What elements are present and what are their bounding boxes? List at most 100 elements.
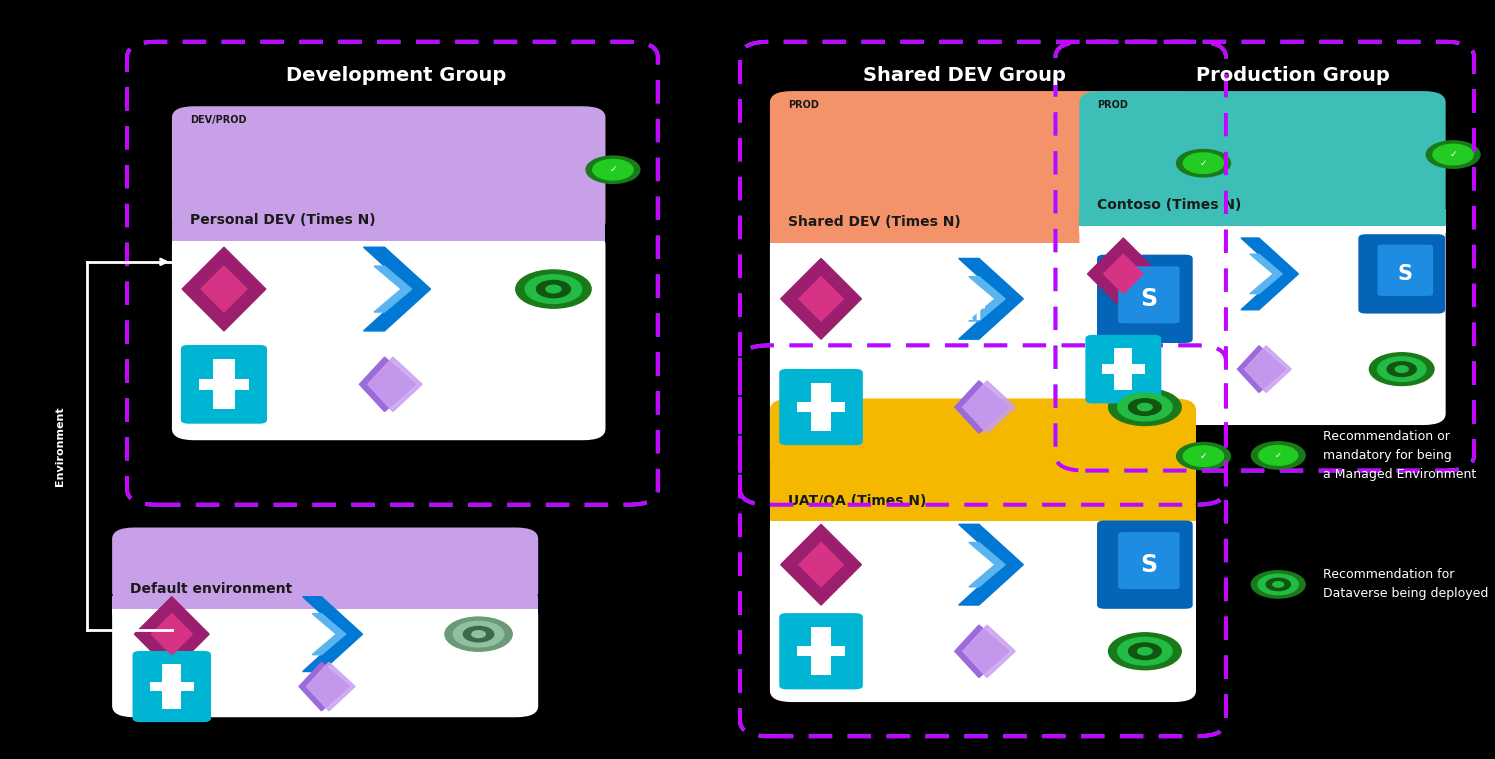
Bar bbox=[1079, 216, 1446, 233]
Polygon shape bbox=[780, 524, 861, 605]
Text: Production Group: Production Group bbox=[1196, 66, 1390, 86]
FancyBboxPatch shape bbox=[1097, 521, 1193, 609]
Bar bbox=[810, 627, 831, 676]
Polygon shape bbox=[312, 613, 345, 655]
Polygon shape bbox=[1244, 346, 1292, 392]
Circle shape bbox=[1129, 643, 1162, 660]
Circle shape bbox=[1184, 153, 1223, 174]
Polygon shape bbox=[1250, 254, 1283, 294]
Polygon shape bbox=[958, 524, 1023, 605]
Circle shape bbox=[1129, 398, 1162, 415]
Circle shape bbox=[1138, 647, 1153, 655]
Circle shape bbox=[1369, 353, 1434, 386]
Polygon shape bbox=[1103, 254, 1144, 294]
Circle shape bbox=[1108, 389, 1181, 426]
Polygon shape bbox=[135, 597, 209, 672]
Polygon shape bbox=[306, 662, 356, 711]
Text: DEV/PROD: DEV/PROD bbox=[190, 115, 247, 125]
Polygon shape bbox=[958, 259, 1023, 339]
Circle shape bbox=[1395, 366, 1408, 373]
Polygon shape bbox=[955, 381, 1009, 433]
FancyBboxPatch shape bbox=[779, 369, 863, 446]
Text: PROD: PROD bbox=[788, 100, 819, 110]
FancyBboxPatch shape bbox=[770, 514, 1196, 702]
Text: ✓: ✓ bbox=[608, 165, 617, 175]
Circle shape bbox=[1177, 150, 1230, 177]
Text: Shared DEV (Times N): Shared DEV (Times N) bbox=[788, 216, 961, 229]
FancyBboxPatch shape bbox=[112, 603, 538, 717]
Bar bbox=[1114, 348, 1133, 390]
FancyBboxPatch shape bbox=[1377, 244, 1434, 296]
Circle shape bbox=[1257, 574, 1298, 595]
Polygon shape bbox=[182, 247, 266, 331]
Polygon shape bbox=[368, 357, 422, 411]
FancyBboxPatch shape bbox=[172, 106, 605, 233]
Bar bbox=[199, 379, 248, 389]
Circle shape bbox=[1266, 578, 1290, 591]
Text: ✓: ✓ bbox=[1199, 452, 1208, 461]
Polygon shape bbox=[363, 247, 431, 331]
FancyBboxPatch shape bbox=[1359, 235, 1446, 313]
Bar bbox=[797, 402, 845, 412]
Bar bbox=[172, 224, 605, 241]
Polygon shape bbox=[963, 625, 1015, 678]
Bar bbox=[770, 512, 1196, 529]
Text: Personal DEV (Times N): Personal DEV (Times N) bbox=[190, 213, 375, 227]
Bar bbox=[172, 231, 605, 248]
Bar bbox=[112, 601, 538, 615]
FancyBboxPatch shape bbox=[172, 233, 605, 440]
FancyBboxPatch shape bbox=[1097, 255, 1193, 343]
Text: Environment: Environment bbox=[55, 406, 64, 486]
Polygon shape bbox=[200, 266, 247, 312]
Polygon shape bbox=[374, 266, 411, 312]
Bar bbox=[797, 646, 845, 657]
Bar bbox=[810, 383, 831, 431]
Circle shape bbox=[1108, 633, 1181, 669]
Bar bbox=[770, 234, 1196, 250]
Circle shape bbox=[1432, 144, 1473, 165]
Text: UAT: UAT bbox=[943, 305, 985, 325]
FancyBboxPatch shape bbox=[1079, 91, 1446, 218]
Text: ✓: ✓ bbox=[1449, 150, 1458, 159]
Circle shape bbox=[1138, 403, 1153, 411]
Text: S: S bbox=[1141, 553, 1157, 577]
Polygon shape bbox=[969, 543, 1005, 587]
Polygon shape bbox=[963, 381, 1015, 433]
Circle shape bbox=[1118, 638, 1172, 665]
Circle shape bbox=[1377, 357, 1426, 382]
Polygon shape bbox=[1087, 238, 1159, 310]
Text: Contoso (Times N): Contoso (Times N) bbox=[1097, 198, 1242, 212]
Circle shape bbox=[1177, 442, 1230, 470]
Bar bbox=[1102, 364, 1145, 373]
Circle shape bbox=[472, 631, 486, 638]
FancyBboxPatch shape bbox=[770, 235, 1196, 471]
Circle shape bbox=[1259, 446, 1298, 465]
Circle shape bbox=[1184, 446, 1223, 466]
Bar bbox=[163, 664, 181, 709]
Text: Development Group: Development Group bbox=[286, 66, 507, 86]
FancyBboxPatch shape bbox=[181, 345, 268, 424]
Bar bbox=[150, 682, 194, 691]
Text: ✓: ✓ bbox=[1199, 159, 1208, 168]
Text: ✓: ✓ bbox=[1275, 451, 1281, 460]
Circle shape bbox=[586, 156, 640, 184]
Polygon shape bbox=[798, 543, 843, 587]
Text: Default environment: Default environment bbox=[130, 582, 293, 596]
Polygon shape bbox=[299, 662, 350, 711]
Polygon shape bbox=[359, 357, 416, 411]
Text: PROD: PROD bbox=[1097, 100, 1129, 110]
Bar bbox=[214, 360, 235, 409]
Polygon shape bbox=[151, 613, 193, 655]
Circle shape bbox=[446, 617, 513, 651]
Circle shape bbox=[1426, 141, 1480, 168]
FancyBboxPatch shape bbox=[779, 613, 863, 689]
FancyBboxPatch shape bbox=[770, 91, 1196, 235]
Text: Recommendation for
Dataverse being deployed: Recommendation for Dataverse being deplo… bbox=[1323, 568, 1489, 600]
Text: Shared DEV Group: Shared DEV Group bbox=[863, 66, 1066, 86]
Circle shape bbox=[1251, 442, 1305, 469]
Polygon shape bbox=[1238, 346, 1286, 392]
FancyBboxPatch shape bbox=[133, 651, 211, 722]
FancyBboxPatch shape bbox=[1118, 532, 1180, 589]
Circle shape bbox=[1387, 362, 1416, 376]
Text: Recommendation or
mandatory for being
a Managed Environment: Recommendation or mandatory for being a … bbox=[1323, 430, 1477, 481]
